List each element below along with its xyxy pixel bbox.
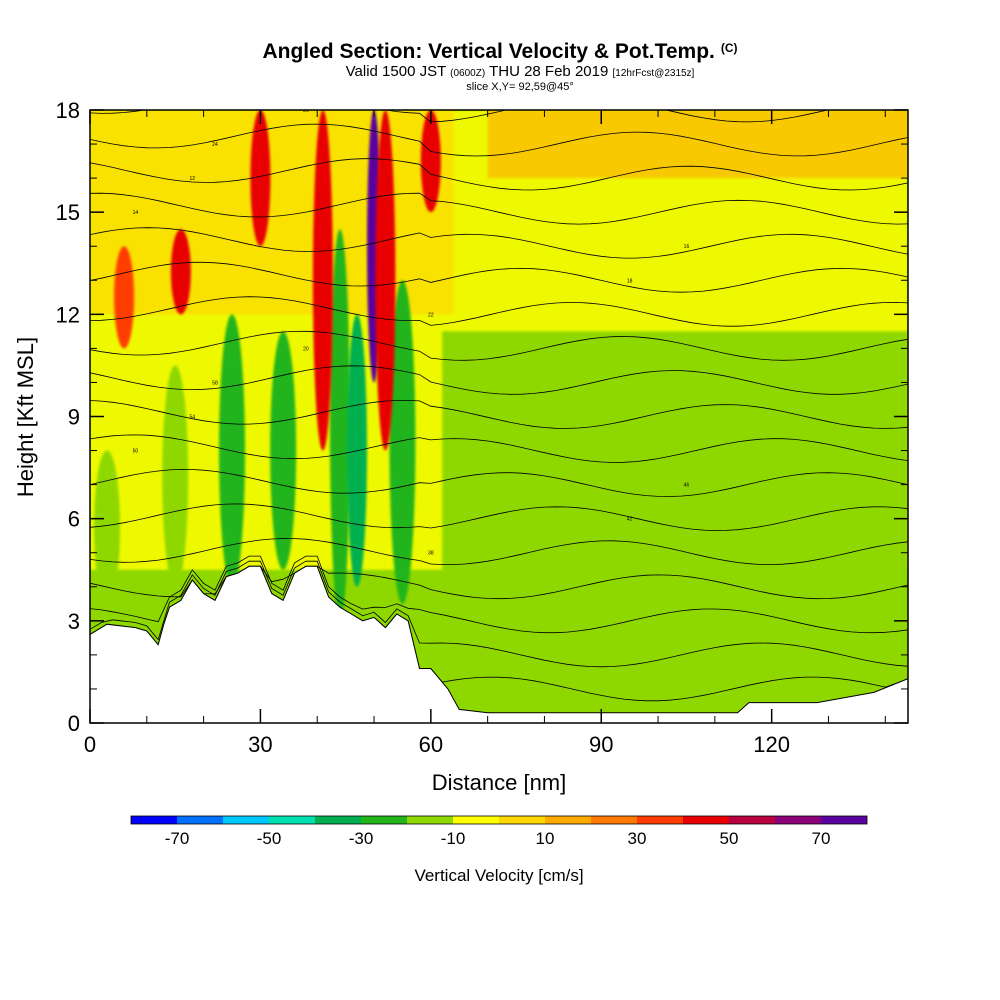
velocity-cell-3	[270, 331, 297, 570]
y-tick-label: 9	[68, 405, 80, 430]
colorbar-swatch-6	[407, 816, 453, 824]
theta-contour-label: 26	[303, 108, 309, 114]
chart-header: Angled Section: Vertical Velocity & Pot.…	[0, 36, 1000, 93]
theta-contour-label: 58	[212, 380, 218, 386]
colorbar-swatch-14	[775, 816, 821, 824]
colorbar-tick-label: 10	[536, 829, 555, 848]
colorbar-swatch-13	[729, 816, 775, 824]
colorbar: -70 -50 -30 -10 10 30 50 70	[130, 815, 868, 848]
colorbar-swatch-11	[637, 816, 683, 824]
theta-contour-label: 16	[684, 244, 690, 250]
theta-contour-16	[90, 158, 908, 191]
colorbar-tick-label: 30	[628, 829, 647, 848]
colorbar-tick-label: -10	[441, 829, 466, 848]
theta-contour-label: 22	[428, 312, 434, 318]
colorbar-tick-label: -30	[349, 829, 374, 848]
theta-contour-label: 38	[428, 551, 434, 557]
y-tick-label: 6	[68, 507, 80, 532]
theta-contour-17	[90, 123, 908, 157]
theta-contour-label: 14	[133, 210, 139, 216]
theta-contour-3	[90, 555, 908, 634]
y-tick-label: 0	[68, 711, 80, 736]
colorbar-swatch-3	[269, 816, 315, 824]
velocity-cell-0	[94, 450, 121, 604]
colorbar-frame	[130, 815, 868, 825]
colorbar-title: Vertical Velocity [cm/s]	[414, 866, 583, 885]
x-tick-label: 0	[84, 732, 96, 757]
theta-contour-14	[90, 227, 908, 259]
valid-prefix: Valid 1500 JST	[345, 63, 446, 80]
velocity-cell-8	[312, 110, 333, 451]
theta-contour-label: 50	[133, 449, 139, 455]
y-tick-label: 15	[56, 200, 80, 225]
theta-contour-12	[90, 296, 908, 327]
valid-utc: (0600Z)	[450, 68, 486, 79]
colorbar-tick-label: -70	[165, 829, 190, 848]
x-tick-label: 60	[419, 732, 443, 757]
velocity-cell-7	[662, 484, 689, 553]
y-axis-title: Height [Kft MSL]	[13, 337, 38, 497]
terrain	[90, 565, 908, 723]
theta-contour-10	[90, 365, 908, 395]
theta-contour-label: 24	[212, 142, 218, 148]
colorbar-swatch-1	[177, 816, 223, 824]
colorbar-swatch-2	[223, 816, 269, 824]
theta-contour-11	[90, 330, 908, 361]
x-tick-label: 90	[589, 732, 613, 757]
colorbar-tick-label: 70	[812, 829, 831, 848]
theta-contour-9	[90, 400, 908, 429]
slice-info: slice X,Y= 92,59@45°	[466, 81, 574, 93]
velocity-cell-12	[250, 110, 271, 247]
theta-contour-label: 46	[684, 483, 690, 489]
moderate-updraft-band	[90, 110, 454, 315]
title-suffix: (C)	[720, 41, 738, 55]
colorbar-swatch-10	[591, 816, 637, 824]
colorbar-swatch-5	[361, 816, 407, 824]
colorbar-swatch-0	[131, 816, 177, 824]
theta-contour-label: 42	[627, 517, 633, 523]
theta-contour-7	[90, 468, 908, 497]
colorbar-swatch-8	[499, 816, 545, 824]
colorbar-tick-label: -50	[257, 829, 282, 848]
velocity-cell-10	[375, 110, 396, 451]
chart-title: Angled Section: Vertical Velocity & Pot.…	[262, 40, 715, 63]
theta-contour-13	[90, 261, 908, 293]
velocity-cell-1	[162, 365, 189, 587]
y-tick-label: 12	[56, 302, 80, 327]
theta-contour-label: 12	[189, 176, 195, 182]
axes: 0 30 60 90 120 0 3 6 9 12 15 18	[56, 98, 908, 757]
theta-contour-8	[90, 434, 908, 463]
y-tick-label: 3	[68, 609, 80, 634]
x-axis-title: Distance [nm]	[432, 770, 567, 795]
colorbar-swatch-12	[683, 816, 729, 824]
plot-area: 2426303438424650545820221816141224263034…	[90, 108, 908, 723]
chart-title-line: Angled Section: Vertical Velocity & Pot.…	[0, 36, 1000, 64]
y-tick-label: 18	[56, 98, 80, 123]
upper-updraft-band	[487, 110, 908, 179]
x-tick-label: 120	[753, 732, 790, 757]
velocity-cell-4	[329, 229, 350, 621]
theta-contour-2	[90, 560, 908, 668]
colorbar-swatch-15	[821, 816, 867, 824]
theta-contour-label: 18	[627, 278, 633, 284]
theta-contour-5	[90, 538, 908, 566]
valid-date: THU 28 Feb 2019	[489, 63, 609, 80]
colorbar-swatch-4	[315, 816, 361, 824]
colorbar-swatch-7	[453, 816, 499, 824]
velocity-cell-6	[389, 280, 416, 604]
x-tick-label: 30	[248, 732, 272, 757]
theta-contour-6	[90, 503, 908, 532]
velocity-cell-14	[420, 110, 441, 213]
theta-contour-15	[90, 192, 908, 225]
theta-contour-label: 54	[189, 415, 195, 421]
colorbar-swatch-9	[545, 816, 591, 824]
valid-time: Valid 1500 JST (0600Z) THU 28 Feb 2019 […	[40, 64, 1000, 81]
colorbar-tick-label: 50	[720, 829, 739, 848]
velocity-cell-11	[170, 229, 191, 315]
theta-contour-label: 20	[303, 346, 309, 352]
forecast-info: [12hrFcst@2315z]	[612, 68, 695, 79]
velocity-cell-13	[114, 246, 135, 349]
